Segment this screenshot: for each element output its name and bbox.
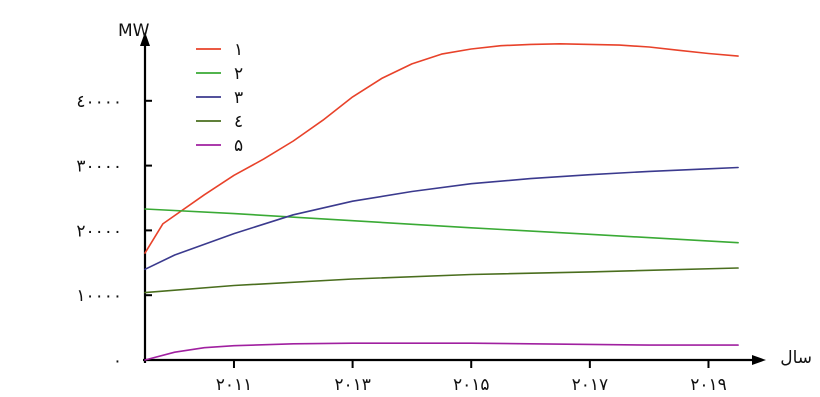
y-tick-label: ۲۰۰۰۰ bbox=[76, 221, 122, 241]
legend-label: ۱ bbox=[234, 40, 243, 60]
series-line-5 bbox=[145, 343, 738, 360]
series-line-4 bbox=[145, 268, 738, 293]
ticks: ۰ ۱۰۰۰۰ ۲۰۰۰۰ ۳۰۰۰۰ ٤۰۰۰۰ ۲۰۱۱ ۲۰۱۳ ۲۰۱۵ ۲۰۱۷ ۲۰۱… bbox=[76, 92, 726, 395]
legend-label: ۳ bbox=[234, 88, 243, 108]
legend-label: ۵ bbox=[234, 136, 243, 156]
legend: ۱ ۲ ۳ ٤ ۵ bbox=[196, 40, 243, 156]
x-tick-label: ۲۰۱۷ bbox=[572, 375, 609, 395]
x-axis-title: سال bbox=[780, 348, 812, 368]
y-tick-label: ۰ bbox=[113, 351, 122, 371]
legend-label: ٤ bbox=[234, 112, 243, 132]
x-axis-arrow-icon bbox=[752, 355, 766, 365]
legend-label: ۲ bbox=[234, 64, 243, 84]
x-tick-label: ۲۰۱۱ bbox=[216, 375, 253, 395]
x-tick-label: ۲۰۱۳ bbox=[334, 375, 371, 395]
x-tick-label: ۲۰۱۹ bbox=[690, 375, 727, 395]
y-tick-label: ٤۰۰۰۰ bbox=[76, 92, 122, 112]
y-tick-label: ۳۰۰۰۰ bbox=[76, 157, 122, 177]
series-line-2 bbox=[145, 209, 738, 243]
y-axis-title: MW bbox=[118, 21, 150, 41]
axes: MW سال bbox=[118, 21, 812, 368]
y-tick-label: ۱۰۰۰۰ bbox=[76, 286, 122, 306]
x-tick-label: ۲۰۱۵ bbox=[453, 375, 490, 395]
series-line-3 bbox=[145, 168, 738, 270]
